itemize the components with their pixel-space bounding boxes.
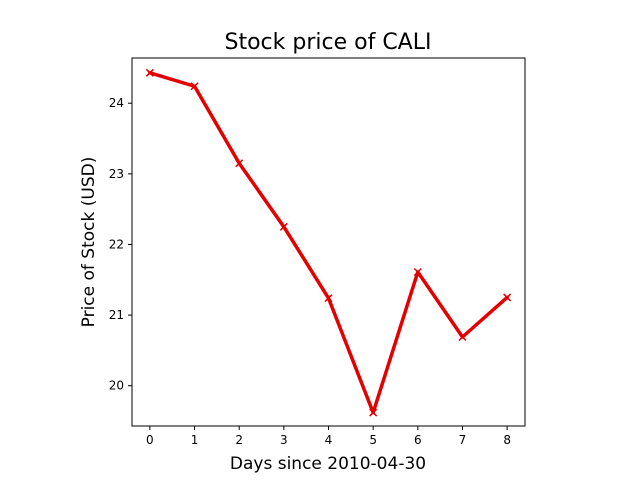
data-point xyxy=(235,159,244,168)
x-tick-label: 8 xyxy=(503,433,511,447)
x-tick-label: 0 xyxy=(146,433,154,447)
x-tick-label: 3 xyxy=(280,433,288,447)
data-point xyxy=(413,267,422,277)
data-point xyxy=(145,68,154,77)
data-point xyxy=(279,222,288,231)
x-tick-label: 5 xyxy=(369,433,377,447)
data-point xyxy=(324,294,333,303)
x-tick-label: 2 xyxy=(235,433,243,447)
y-tick-label: 21 xyxy=(109,308,124,322)
data-point xyxy=(190,82,199,91)
x-tick-label: 4 xyxy=(325,433,333,447)
series-layer xyxy=(145,68,512,417)
x-tick-label: 7 xyxy=(459,433,467,447)
x-axis: 0 1 2 3 4 5 6 7 8 xyxy=(146,426,511,447)
plot-area xyxy=(131,57,526,427)
y-tick-label: 23 xyxy=(109,167,124,181)
x-axis-label: Days since 2010-04-30 xyxy=(230,454,426,474)
y-axis-label: Price of Stock (USD) xyxy=(79,157,99,328)
x-tick-label: 1 xyxy=(191,433,199,447)
data-point xyxy=(503,293,512,302)
chart-title: Stock price of CALI xyxy=(225,30,432,55)
x-tick-label: 6 xyxy=(414,433,422,447)
data-point xyxy=(458,332,467,342)
series-line xyxy=(148,71,509,415)
y-tick-label: 22 xyxy=(109,237,124,251)
y-axis: 20 21 22 23 24 xyxy=(109,96,132,393)
data-point xyxy=(369,408,378,417)
y-tick-label: 20 xyxy=(109,379,124,393)
y-tick-label: 24 xyxy=(109,96,124,110)
